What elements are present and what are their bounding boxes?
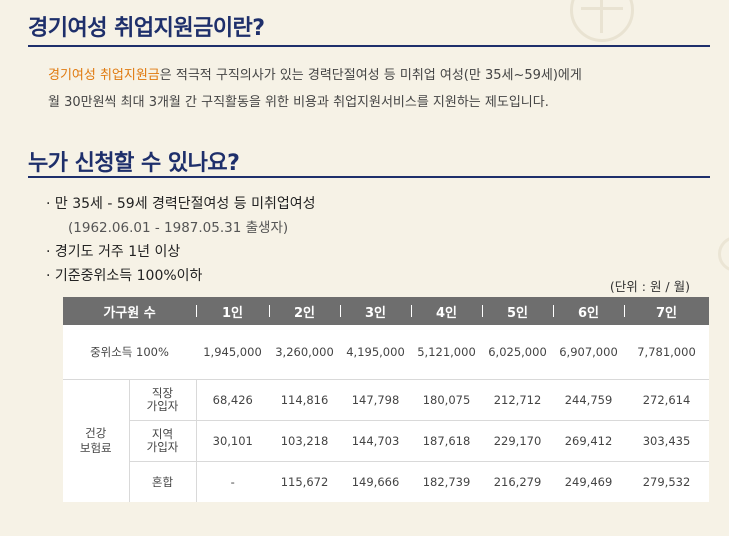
table-cell: 5,121,000 [417,345,476,359]
divider [28,45,710,47]
table-cell: 103,218 [269,420,340,462]
income-table: 가구원 수 1인 2인 3인 4인 5인 6인 7인 중위소득 100% 1,9… [63,297,709,502]
table-cell: 1,945,000 [203,345,262,359]
globe-icon [570,0,634,42]
table-row: 지역 가입자 30,101 103,218 144,703 187,618 22… [63,420,709,462]
table-cell: 269,412 [553,420,624,462]
table-row: 혼합 - 115,672 149,666 182,739 216,279 249… [63,461,709,502]
header-col: 2인 [269,297,340,325]
row-label: 지역 가입자 [129,420,197,462]
header-col: 4인 [411,297,482,325]
table-cell: 303,435 [624,420,709,462]
table-cell: 3,260,000 [275,345,334,359]
table-cell: 114,816 [269,379,340,421]
eligibility-list: · 만 35세 - 59세 경력단절여성 등 미취업여성 (1962.06.01… [46,192,315,288]
list-item: · 경기도 거주 1년 이상 [46,244,181,260]
intro-highlight: 경기여성 취업지원금 [48,68,160,83]
list-item: · 기준중위소득 100%이하 [46,268,203,284]
header-col: 5인 [482,297,553,325]
table-cell: 229,170 [482,420,553,462]
intro-line1: 은 적극적 구직의사가 있는 경력단절여성 등 미취업 여성(만 35세~59세… [159,68,582,83]
header-col: 6인 [553,297,624,325]
table-cell: 147,798 [340,379,411,421]
header-household: 가구원 수 [63,297,196,325]
table-row: 건강 보험료 직장 가입자 68,426 114,816 147,798 180… [63,379,709,502]
table-cell: 4,195,000 [346,345,405,359]
section-title-eligibility: 누가 신청할 수 있나요? [28,151,240,176]
table-cell: 68,426 [196,379,269,421]
table-cell: 115,672 [280,475,329,489]
list-item: · 만 35세 - 59세 경력단절여성 등 미취업여성 [46,196,316,212]
intro-paragraph: 경기여성 취업지원금은 적극적 구직의사가 있는 경력단절여성 등 미취업 여성… [48,62,708,116]
divider [28,176,710,178]
table-cell: 180,075 [411,379,482,421]
unit-label: (단위 : 원 / 월) [609,279,690,294]
table-cell: 7,781,000 [637,345,696,359]
income-table-container: 가구원 수 1인 2인 3인 4인 5인 6인 7인 중위소득 100% 1,9… [63,297,709,502]
decorative-ring [718,236,729,272]
table-row: 중위소득 100% 1,945,000 3,260,000 4,195,000 … [63,325,709,380]
table-header-row: 가구원 수 1인 2인 3인 4인 5인 6인 7인 [63,297,709,325]
table-cell: 187,618 [411,420,482,462]
header-col: 3인 [340,297,411,325]
row-group-label: 건강 보험료 [63,379,130,502]
table-cell: 149,666 [351,475,400,489]
header-col: 7인 [624,297,709,325]
table-cell: 182,739 [422,475,471,489]
table-cell: 244,759 [553,379,624,421]
table-cell: 6,025,000 [488,345,547,359]
row-label: 중위소득 100% [90,345,169,359]
table-cell: 6,907,000 [559,345,618,359]
table-cell: 212,712 [482,379,553,421]
table-cell: 30,101 [196,420,269,462]
row-label: 직장 가입자 [129,379,197,421]
table-cell: 216,279 [493,475,542,489]
row-label: 혼합 [129,461,197,502]
table-cell: 272,614 [624,379,709,421]
table-cell: 249,469 [564,475,613,489]
table-cell: 279,532 [642,475,691,489]
intro-line2: 월 30만원씩 최대 3개월 간 구직활동을 위한 비용과 취업지원서비스를 지… [48,95,549,110]
section-title-about: 경기여성 취업지원금이란? [28,16,265,41]
table-cell: - [230,475,235,489]
header-col: 1인 [196,297,269,325]
table-cell: 144,703 [340,420,411,462]
list-item: (1962.06.01 - 1987.05.31 출생자) [68,220,289,236]
